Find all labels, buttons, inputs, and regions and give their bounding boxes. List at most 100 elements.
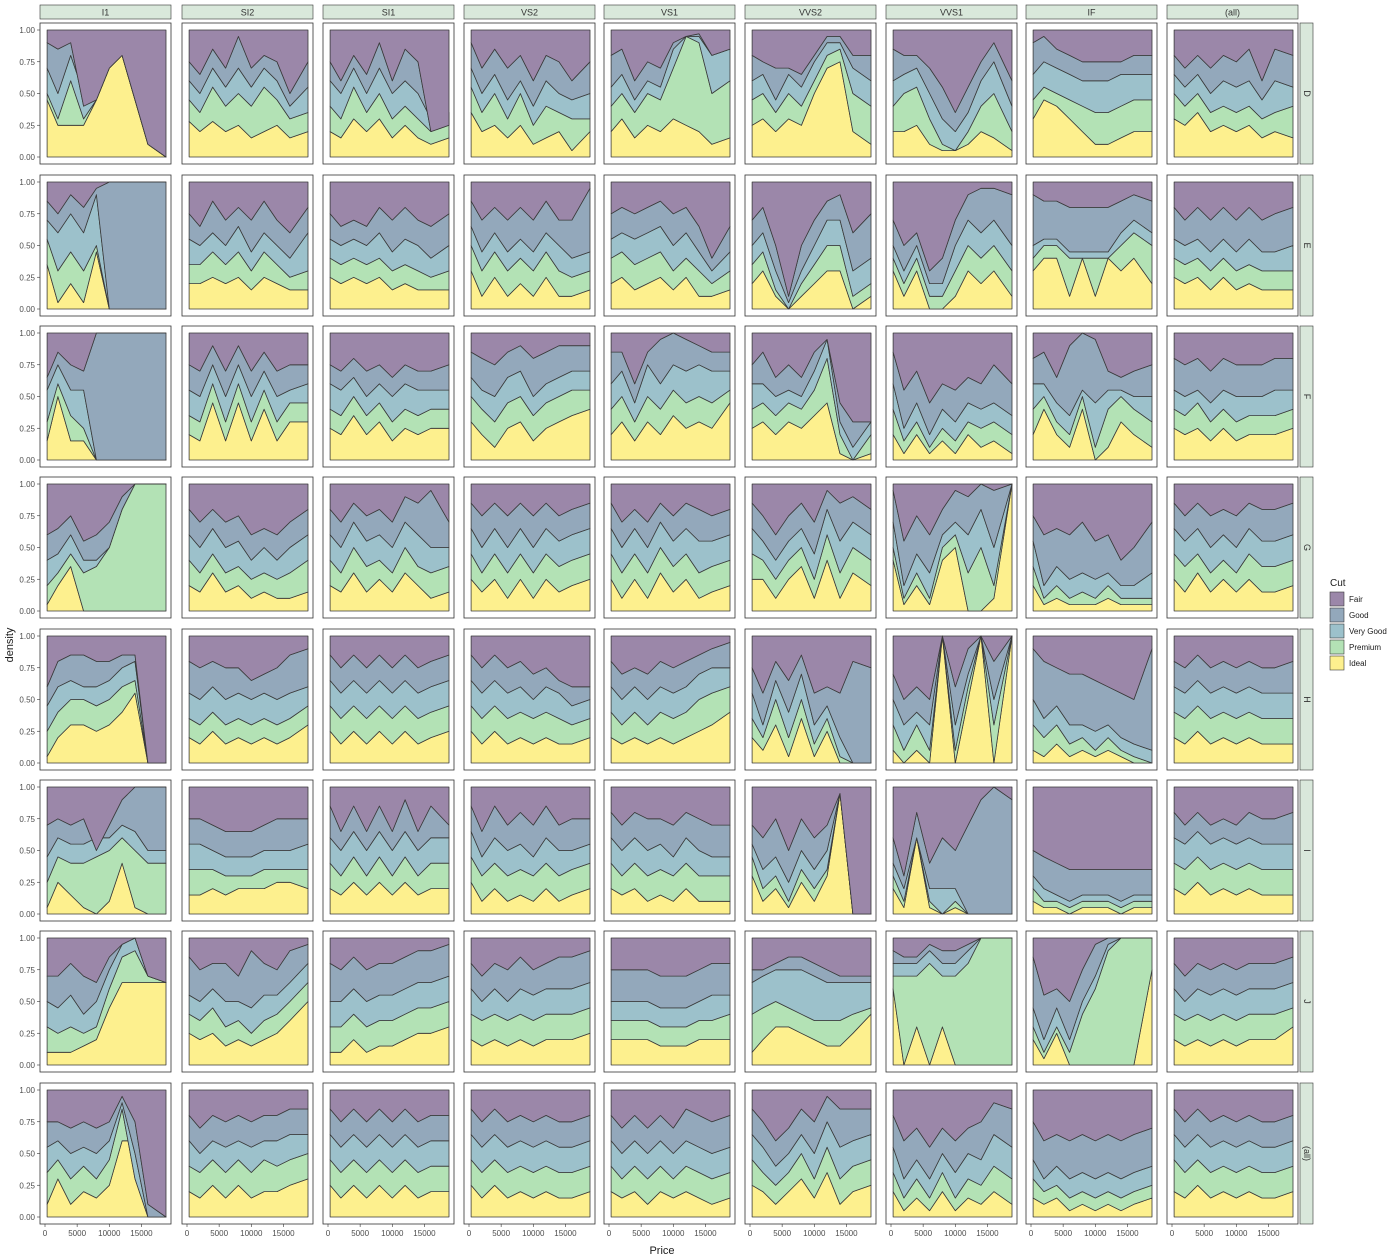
panel-border	[885, 628, 1018, 771]
y-tick-label: 0.00	[19, 759, 35, 768]
row-strip: I	[1299, 779, 1314, 922]
panel-border	[322, 1082, 455, 1225]
density-area	[188, 635, 309, 681]
y-tick-label: 1.00	[19, 934, 35, 943]
legend-label: Very Good	[1349, 627, 1387, 636]
row-strip: J	[1299, 930, 1314, 1073]
legend-swatch	[1329, 655, 1345, 671]
density-area	[470, 786, 591, 832]
facet-panel	[463, 779, 596, 922]
density-area	[188, 332, 309, 372]
row-strip: G	[1299, 476, 1314, 619]
panel-border	[1166, 930, 1299, 1073]
density-area	[892, 181, 1013, 272]
density-area	[329, 1089, 450, 1123]
panel-border	[744, 325, 877, 468]
column-strip: SI2	[181, 4, 314, 20]
y-tick-label: 0.75	[19, 512, 35, 521]
panel-border	[1025, 325, 1158, 468]
legend-label: Ideal	[1349, 659, 1367, 668]
y-tick-label: 0.50	[19, 1150, 35, 1159]
facet-panel	[603, 174, 736, 317]
facet-panel	[463, 174, 596, 317]
row-strip-label: D	[1302, 90, 1312, 97]
panel-border	[1166, 779, 1299, 922]
row-strip-label: E	[1302, 242, 1312, 248]
facet-panel	[181, 1082, 314, 1225]
legend: Cut Fair Good Very Good Premium Ideal	[1329, 578, 1387, 671]
x-tick-label: 0	[326, 1229, 331, 1238]
facet-panel	[463, 22, 596, 165]
strip-background	[1025, 4, 1158, 20]
row-strip-label: G	[1302, 544, 1312, 551]
facet-panel	[885, 1082, 1018, 1225]
strip-background	[463, 4, 596, 20]
y-tick-label: 0.50	[19, 544, 35, 553]
panel-border	[1025, 476, 1158, 619]
density-area	[751, 937, 872, 977]
density-area	[188, 29, 309, 94]
density-area	[1173, 181, 1294, 221]
facet-panel	[39, 22, 172, 165]
x-tick-label: 5000	[1054, 1229, 1072, 1238]
panel-border	[744, 930, 877, 1073]
facet-panel	[603, 1082, 736, 1225]
panel-border	[463, 628, 596, 771]
panel-border	[885, 779, 1018, 922]
y-tick-label: 0.75	[19, 361, 35, 370]
density-area	[610, 1089, 731, 1129]
facet-panel	[1166, 325, 1299, 468]
x-tick-label: 15000	[554, 1229, 577, 1238]
column-strip: SI1	[322, 4, 455, 20]
panel-border	[463, 22, 596, 165]
y-tick-label: 0.50	[19, 90, 35, 99]
facet-panel	[603, 476, 736, 619]
x-tick-label: 0	[889, 1229, 894, 1238]
facet-panel	[1166, 628, 1299, 771]
row-strip: F	[1299, 325, 1314, 468]
x-tick-label: 0	[43, 1229, 48, 1238]
y-tick-label: 0.25	[19, 121, 35, 130]
panel-border	[322, 22, 455, 165]
x-tick-label: 0	[467, 1229, 472, 1238]
panel-border	[603, 325, 736, 468]
panel-border	[322, 174, 455, 317]
column-strip: I1	[39, 4, 172, 20]
facet-panel	[1166, 22, 1299, 165]
x-tick-label: 0	[1029, 1229, 1034, 1238]
axes: 0.00 0.25 0.50 0.75 1.00 0.00 0.25 0.50 0.75 1.00…	[19, 26, 1280, 1238]
panel-border	[885, 22, 1018, 165]
x-tick-label: 15000	[272, 1229, 295, 1238]
facet-panel	[1025, 325, 1158, 468]
panel-border	[181, 628, 314, 771]
density-area	[751, 181, 872, 297]
column-strip-label: SI2	[241, 8, 255, 18]
density-area	[329, 483, 450, 523]
density-area	[470, 1089, 591, 1123]
density-area	[46, 483, 167, 542]
panel-border	[744, 628, 877, 771]
panel-border	[603, 22, 736, 165]
column-strip-label: VVS1	[940, 8, 963, 18]
y-tick-label: 0.00	[19, 305, 35, 314]
density-area	[610, 937, 731, 977]
density-area	[1173, 29, 1294, 82]
panel-border	[463, 779, 596, 922]
y-tick-label: 1.00	[19, 783, 35, 792]
facet-panel	[463, 930, 596, 1073]
density-area	[1032, 181, 1153, 208]
facet-panel	[885, 476, 1018, 619]
x-tick-label: 5000	[351, 1229, 369, 1238]
density-area	[1173, 635, 1294, 669]
facet-panel	[744, 174, 877, 317]
y-tick-label: 0.25	[19, 878, 35, 887]
density-area	[46, 1089, 167, 1218]
y-tick-label: 0.75	[19, 58, 35, 67]
x-tick-label: 10000	[944, 1229, 967, 1238]
x-tick-label: 0	[185, 1229, 190, 1238]
density-area	[892, 332, 1013, 404]
density-area	[1032, 1089, 1153, 1142]
y-tick-label: 0.00	[19, 1061, 35, 1070]
row-strip-label: (all)	[1302, 1146, 1312, 1161]
facet-panel	[603, 628, 736, 771]
